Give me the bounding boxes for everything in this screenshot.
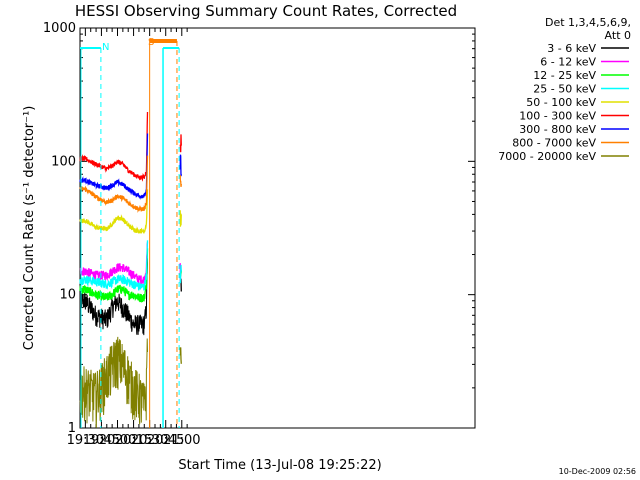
series-segment <box>179 174 182 187</box>
series-segment <box>179 347 182 364</box>
series-line <box>79 111 149 182</box>
legend-label: 25 - 50 keV <box>533 83 596 96</box>
x-tick-label: 21:00 <box>163 433 200 448</box>
chart-title: HESSI Observing Summary Count Rates, Cor… <box>75 2 457 20</box>
x-tick-label: 19:30 <box>67 433 104 448</box>
legend-header-line-2: Att 0 <box>605 29 631 42</box>
series-line <box>79 133 149 200</box>
y-axis-label: Corrected Count Rate (s⁻¹ detector⁻¹) <box>22 106 37 351</box>
legend-label: 3 - 6 keV <box>547 42 596 55</box>
series-segment <box>179 154 182 177</box>
legend-label: 100 - 300 keV <box>519 110 596 123</box>
series-line <box>79 242 149 285</box>
x-tick-label: 20:45 <box>147 433 184 448</box>
series-line <box>79 248 149 303</box>
legend-label: 7000 - 20000 keV <box>498 150 596 163</box>
legend-label: 12 - 25 keV <box>533 69 596 82</box>
series-segment <box>179 210 182 227</box>
x-tick-label: 20:00 <box>99 433 136 448</box>
x-tick-label: 20:15 <box>115 433 152 448</box>
legend-label: 800 - 7000 keV <box>512 137 596 150</box>
legend-label: 300 - 800 keV <box>519 123 596 136</box>
x-tick-label: 20:30 <box>131 433 168 448</box>
legend-label: 50 - 100 keV <box>526 96 596 109</box>
series-line <box>79 258 148 336</box>
x-tick-label: 19:45 <box>83 433 120 448</box>
y-tick-label: 1 <box>68 421 76 436</box>
series-line <box>79 240 149 291</box>
plot-frame <box>79 27 476 429</box>
legend-header-line-1: Det 1,3,4,5,6,9, <box>545 16 631 29</box>
series-line <box>79 336 148 428</box>
legend-label: 6 - 12 keV <box>540 56 596 69</box>
series-segment <box>179 264 182 284</box>
flag-s-label: S <box>148 37 154 48</box>
footer-date: 10-Dec-2009 02:56 <box>559 467 636 476</box>
x-axis-label: Start Time (13-Jul-08 19:25:22) <box>178 458 381 473</box>
flag-n-label: N <box>102 42 109 53</box>
plot-area: 1 10 100 1000 19:3019:4520:0020:1520:3020:45… <box>43 21 476 448</box>
series-line <box>79 189 149 234</box>
series-segment <box>179 134 182 153</box>
y-tick-label: 1000 <box>43 21 76 36</box>
series-line <box>79 155 149 213</box>
y-tick-label: 10 <box>59 288 76 303</box>
y-tick-label: 100 <box>51 154 76 169</box>
